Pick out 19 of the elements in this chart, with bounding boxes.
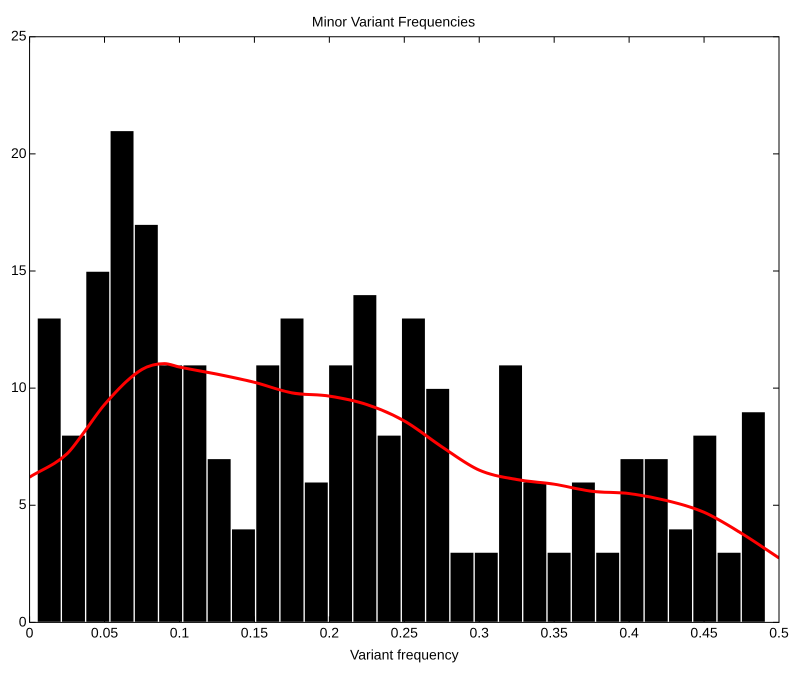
x-tick-label: 0.4 [619, 624, 640, 641]
x-tick-label: 0.2 [320, 624, 340, 641]
x-tick-label: 0.1 [170, 624, 190, 641]
x-tick-label: 0.15 [240, 624, 268, 641]
x-axis-title: Variant frequency [350, 646, 459, 662]
chart-title: Minor Variant Frequencies [312, 13, 476, 30]
line-series [30, 362, 779, 560]
y-tick-label: 5 [18, 496, 27, 512]
x-tick-label: 0.3 [469, 624, 490, 641]
y-tick-label: 25 [10, 28, 27, 44]
y-tick-label: 20 [10, 144, 27, 161]
x-tick-label: 0.35 [540, 624, 568, 641]
x-tick-label: 0.45 [690, 624, 718, 641]
y-tick-label: 0 [18, 613, 27, 630]
x-tick-label: 0.5 [769, 624, 789, 641]
x-tick-label: 0.25 [390, 624, 418, 641]
y-tick-label: 15 [10, 262, 27, 278]
x-tick-label: 0.05 [90, 624, 118, 641]
y-tick-label: 10 [10, 379, 27, 396]
